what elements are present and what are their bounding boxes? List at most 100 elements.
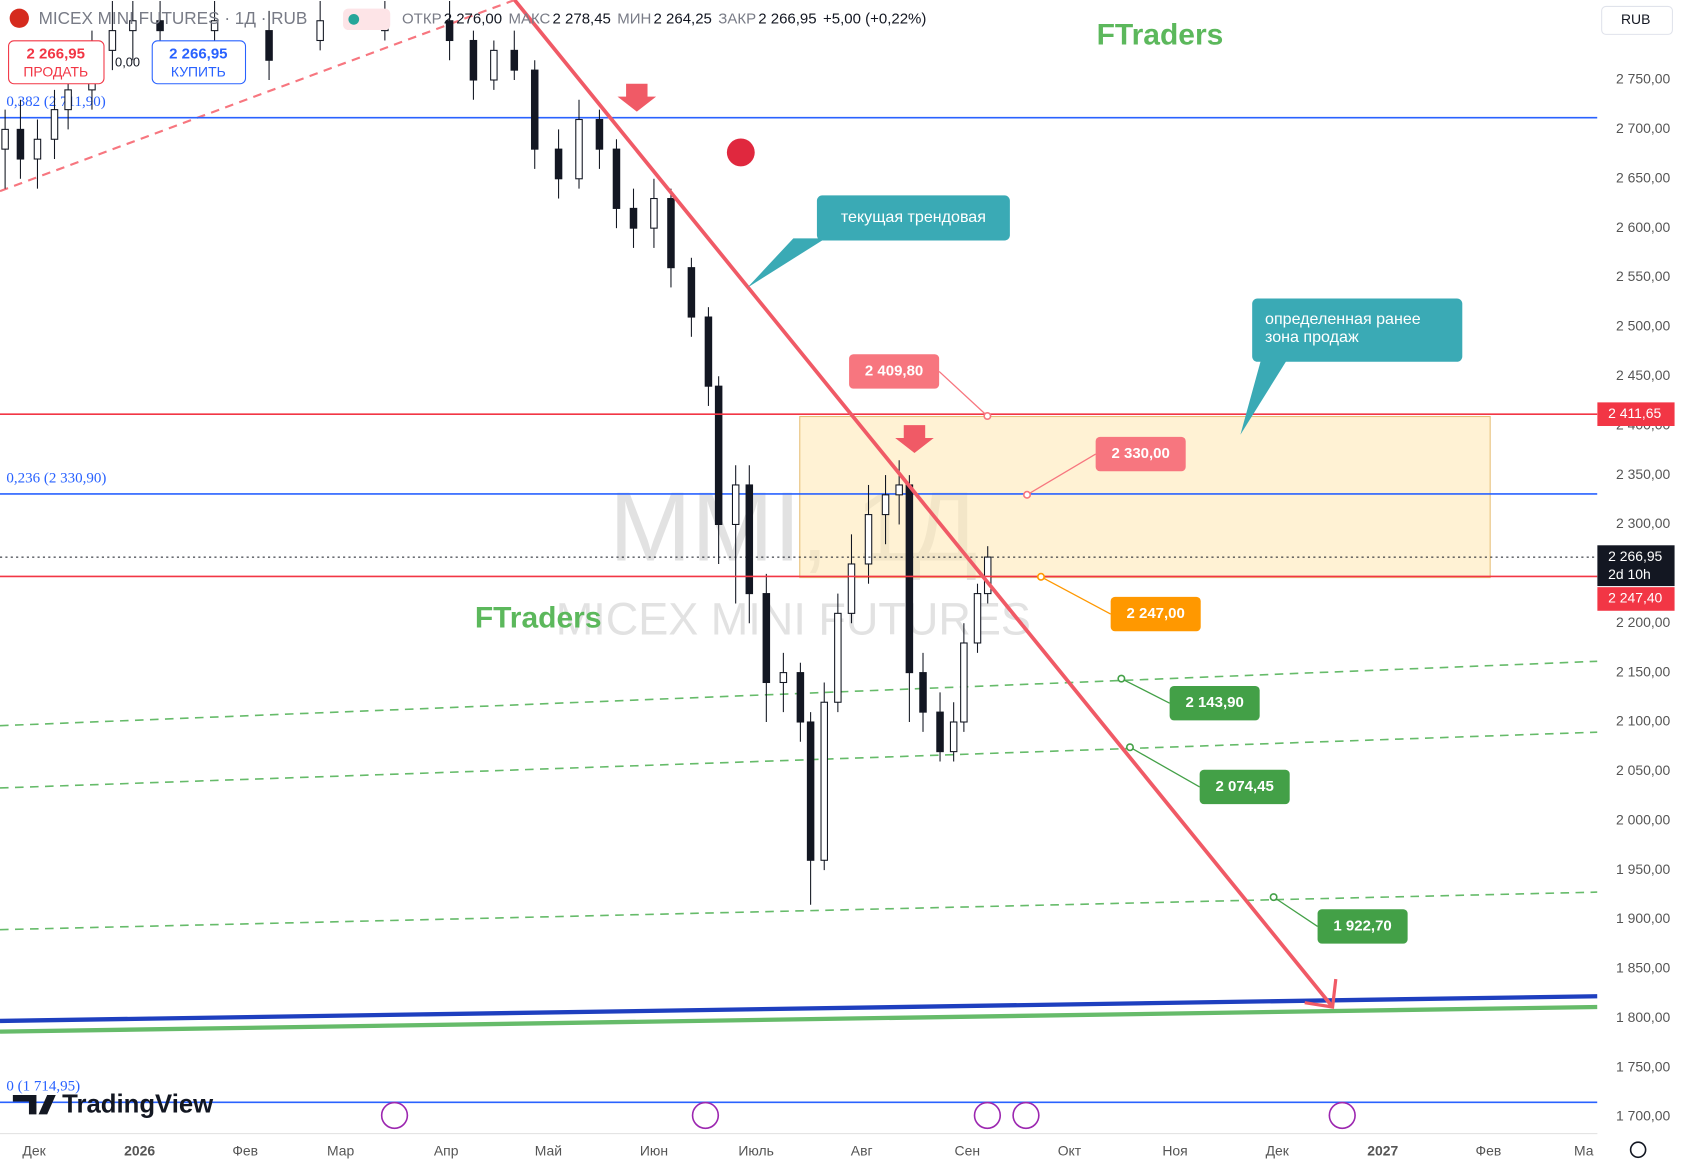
- candle-body: [762, 593, 771, 684]
- logo-mark: [12, 1095, 56, 1115]
- candle-body: [50, 109, 59, 140]
- x-tick-label: Май: [535, 1143, 562, 1159]
- status-dot: [348, 13, 360, 25]
- callout-label: 2 247,00: [1127, 605, 1185, 622]
- currency[interactable]: RUB: [1621, 11, 1650, 27]
- fib-label: 0,236 (2 330,90): [6, 470, 106, 486]
- price-tag-label: 2 411,65: [1608, 405, 1661, 421]
- y-tick-label: 1 750,00: [1616, 1058, 1670, 1074]
- brand-annotation: FTraders: [475, 601, 602, 634]
- header: MICEX MINI FUTURES · 1Д · RUB ОТКР 2 276,…: [8, 5, 1673, 85]
- candle-body: [919, 672, 927, 713]
- candle-body: [575, 118, 583, 180]
- candle-body: [704, 316, 713, 387]
- callout-label: 2 330,00: [1112, 445, 1170, 462]
- sell-label[interactable]: ПРОДАТЬ: [23, 64, 88, 80]
- buy-label[interactable]: КУПИТЬ: [171, 64, 226, 80]
- last-price-label: 2 266,95: [1608, 548, 1662, 564]
- settings-icon[interactable]: [1629, 1141, 1647, 1159]
- callout-tail: [747, 238, 826, 288]
- callout-label: 2 409,80: [865, 362, 923, 379]
- symbol: MICEX MINI FUTURES · 1Д · RUB: [39, 8, 308, 28]
- y-tick-label: 2 100,00: [1616, 713, 1670, 729]
- y-tick-label: 2 550,00: [1616, 268, 1670, 284]
- y-tick-label: 1 800,00: [1616, 1009, 1670, 1025]
- callout-leader: [1129, 746, 1200, 788]
- x-tick-label: Июн: [640, 1143, 668, 1159]
- ohlc-value: 2 266,95: [758, 10, 816, 27]
- candle-body: [265, 30, 273, 61]
- buy-price[interactable]: 2 266,95: [169, 46, 227, 63]
- down-arrow: [617, 83, 657, 112]
- candle-body: [806, 721, 815, 861]
- candle-body: [108, 30, 117, 51]
- event-icon[interactable]: [973, 1101, 1002, 1130]
- sell-price[interactable]: 2 266,95: [27, 46, 85, 63]
- watermark-sub: MICEX MINI FUTURES: [556, 594, 1031, 645]
- buy-button[interactable]: [151, 40, 247, 85]
- candle-body: [445, 20, 454, 42]
- ohlc-label: ЗАКР: [718, 10, 756, 27]
- support-line: [0, 994, 1598, 1024]
- callout-anchor: [1036, 572, 1045, 581]
- y-tick-label: 1 700,00: [1616, 1108, 1670, 1124]
- annotation-box: [1252, 298, 1463, 362]
- callout-anchor: [1023, 490, 1032, 499]
- y-tick-label: 2 500,00: [1616, 318, 1670, 334]
- candle-body: [731, 484, 740, 525]
- candle-body: [595, 118, 604, 150]
- x-tick-label: Окт: [1058, 1143, 1082, 1159]
- y-tick-label: 2 700,00: [1616, 120, 1670, 136]
- callout-box: [849, 354, 940, 389]
- candle-body: [779, 672, 788, 684]
- brand-annotation: FTraders: [1097, 18, 1224, 51]
- callout-leader: [1273, 896, 1318, 927]
- main-trend: [513, 0, 1335, 1009]
- status: [343, 8, 391, 31]
- callout-box: [1317, 909, 1408, 944]
- candle-body: [667, 197, 675, 269]
- event-icon[interactable]: [380, 1101, 409, 1130]
- price-tag: [1597, 402, 1675, 426]
- ohlc-label: МИН: [617, 10, 651, 27]
- candle-body: [1, 128, 9, 150]
- callout-anchor: [1269, 893, 1278, 902]
- candle-body: [714, 385, 723, 525]
- candle-body: [316, 20, 324, 42]
- candle-body: [960, 642, 968, 723]
- candle-body: [796, 672, 805, 723]
- plot-area: MMI, 1Д MICEX MINI FUTURES 0,382 (2 711,…: [0, 0, 1598, 1104]
- candles: [1, 0, 992, 905]
- callout-box: [1199, 769, 1290, 805]
- flag: [9, 8, 29, 28]
- dashed-trend: [0, 0, 515, 193]
- event-icon[interactable]: [1012, 1101, 1040, 1130]
- candle-body: [936, 711, 944, 753]
- x-tick-label: Ноя: [1162, 1143, 1187, 1159]
- callout-anchor: [1125, 743, 1134, 752]
- candle-body: [864, 514, 873, 565]
- currency-button[interactable]: [1601, 5, 1673, 35]
- event-icon[interactable]: [691, 1101, 720, 1130]
- candle-body: [629, 207, 638, 229]
- ohlc-label: МАКС: [509, 10, 551, 27]
- candle-body: [905, 484, 914, 674]
- channel-line: [0, 731, 1598, 789]
- y-tick-label: 2 300,00: [1616, 515, 1670, 531]
- y-tick-label: 2 200,00: [1616, 614, 1670, 630]
- y-tick-label: 1 950,00: [1616, 861, 1670, 877]
- price-tag-label: 2 247,40: [1608, 590, 1662, 606]
- y-tick-label: 2 600,00: [1616, 219, 1670, 235]
- y-tick-label: 2 350,00: [1616, 466, 1670, 482]
- candle-body: [881, 494, 890, 516]
- logo: TradingView: [12, 1091, 214, 1119]
- sell-button[interactable]: [8, 40, 105, 85]
- annotation: определенная ранее зона продаж: [1265, 310, 1421, 346]
- y-tick-label: 1 900,00: [1616, 910, 1670, 926]
- candle-body: [510, 49, 519, 71]
- event-icon[interactable]: [1328, 1101, 1356, 1130]
- x-tick-label: 2026: [124, 1143, 155, 1159]
- callout-leader: [938, 370, 988, 417]
- fib-label: 0 (1 714,95): [6, 1079, 80, 1095]
